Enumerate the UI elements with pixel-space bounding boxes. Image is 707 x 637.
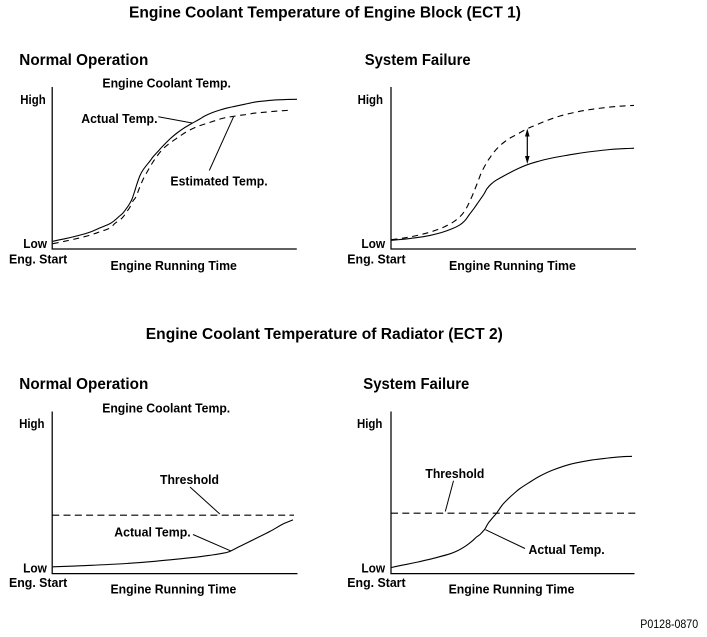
svg-text:High: High [357,416,383,431]
svg-text:Engine Running Time: Engine Running Time [449,258,576,273]
svg-text:P0128-0870: P0128-0870 [640,617,698,631]
svg-text:Engine Running Time: Engine Running Time [449,582,575,597]
svg-text:Low: Low [23,561,47,576]
svg-text:Estimated Temp.: Estimated Temp. [170,173,267,188]
svg-text:Actual Temp.: Actual Temp. [114,524,191,539]
svg-text:Eng. Start: Eng. Start [9,575,68,590]
svg-text:Eng. Start: Eng. Start [9,252,68,267]
svg-text:Eng. Start: Eng. Start [347,575,406,590]
svg-text:Threshold: Threshold [160,472,219,487]
svg-text:Eng. Start: Eng. Start [347,252,406,267]
svg-text:High: High [358,92,384,107]
svg-text:Engine Coolant Temp.: Engine Coolant Temp. [102,76,231,91]
svg-text:High: High [19,416,45,431]
svg-text:System Failure: System Failure [363,376,469,393]
svg-text:Engine Coolant Temp.: Engine Coolant Temp. [102,400,230,415]
svg-text:Actual Temp.: Actual Temp. [81,111,157,126]
svg-text:Low: Low [361,236,385,251]
svg-text:Actual Temp.: Actual Temp. [529,542,605,557]
svg-text:Engine Coolant Temperature of: Engine Coolant Temperature of Radiator (… [146,326,503,343]
svg-text:Engine Coolant Temperature of: Engine Coolant Temperature of Engine Blo… [129,4,521,21]
svg-text:Normal Operation: Normal Operation [19,52,148,69]
svg-text:Low: Low [23,236,47,251]
svg-text:Engine Running Time: Engine Running Time [111,258,237,273]
svg-text:Normal Operation: Normal Operation [19,376,148,393]
svg-text:Threshold: Threshold [425,466,484,481]
svg-text:High: High [20,92,46,107]
svg-text:System Failure: System Failure [365,52,471,69]
svg-text:Engine Running Time: Engine Running Time [111,582,237,597]
svg-text:Low: Low [361,561,385,576]
